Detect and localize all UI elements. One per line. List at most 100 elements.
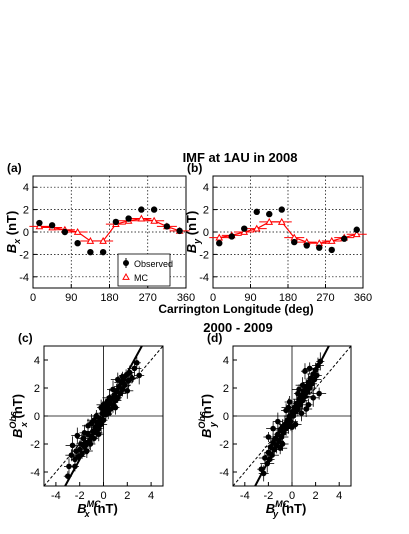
y-tick-label: 0 [23,227,29,239]
y-tick-label: 2 [203,205,209,217]
legend-observed-label: Observed [134,259,173,269]
y-tick-label: 2 [223,383,229,395]
scatter-point [266,456,273,463]
scatter-point [74,432,81,439]
scatter-point [136,372,142,379]
scatter-point [265,434,272,440]
observed-point [278,206,285,213]
scatter-point [277,445,284,452]
scatter-point [306,385,313,391]
y-label-symbol: B [184,244,199,253]
x-tick-label: 2 [313,490,319,502]
mc-marker [352,230,361,238]
scatter-point [258,466,265,473]
y-label-subscript: x [19,421,29,428]
y-tick-label: -4 [199,272,209,284]
scatter-point [84,448,90,454]
scatter-point [279,441,286,447]
scatter-point [317,358,324,365]
y-axis-label-a: Bx (nT) [4,211,22,254]
x-tick-label: 0 [289,490,295,502]
x-label-superscript: MC [87,499,101,509]
legend-mc-marker [122,272,130,280]
mc-marker [150,216,158,224]
scatter-point [295,406,301,412]
y-tick-label: 4 [34,355,40,367]
x-tick-label: -2 [75,490,85,502]
observed-point [328,246,335,254]
observed-point [112,218,120,226]
scatter-point [114,395,121,401]
scatter-point [100,417,107,424]
panel-label-b: (b) [187,161,202,175]
y-axis-label-d: BObsy (nT) [197,394,218,438]
scatter-point [275,418,281,425]
y-label-unit: (nT) [199,394,214,422]
mc-marker [86,236,95,244]
scatter-point [129,375,135,382]
x-label-unit: (nT) [90,501,118,516]
observed-point [216,240,223,247]
observed-point [241,225,248,232]
scatter-point [112,404,119,411]
scatter-point [270,425,276,432]
x-label-superscript: MC [275,499,289,509]
x-tick-label: -4 [51,490,61,502]
x-label-subscript: y [272,509,279,519]
y-tick-label: 0 [203,227,209,239]
y-label-superscript: Obs [197,411,207,429]
y-tick-label: -4 [19,272,29,284]
x-tick-label: -2 [264,490,274,502]
x-tick-label: 4 [148,490,154,502]
x-label-symbol: B [77,501,86,516]
scatter-point [316,390,322,397]
scatter-point [303,406,309,412]
mc-marker [277,217,286,225]
mc-marker [73,227,82,235]
observed-point [61,228,69,236]
y-tick-label: -4 [219,467,229,479]
scatter-point [264,460,271,467]
y-tick-label: -2 [219,439,229,451]
y-tick-label: 0 [223,411,229,423]
y-label-subscript: y [208,421,218,428]
observed-point [163,223,171,230]
scatter-point [117,390,123,397]
mc-marker [265,217,274,225]
x-label-symbol: B [266,501,275,516]
scatter-point [299,382,306,389]
scatter-point [289,424,295,431]
scatter-point [126,369,133,376]
scatter-point [315,362,321,369]
scatter-point [310,395,317,401]
observed-point [87,248,94,256]
y-label-unit: (nT) [4,211,19,239]
scatter-point [88,420,95,426]
y-tick-label: -2 [19,249,29,261]
y-tick-label: 4 [223,355,229,367]
mc-marker [327,236,336,244]
y-label-unit: (nT) [10,394,25,422]
observed-point [74,240,81,247]
y-tick-label: 2 [34,383,40,395]
y-label-subscript: x [12,238,22,245]
scatter-point [122,382,128,389]
observed-point [125,215,132,222]
x-tick-label: 180 [100,292,118,304]
x-tick-label: 4 [336,490,342,502]
scatter-point [286,399,293,405]
scatter-point [311,376,318,383]
x-tick-label: 0 [210,292,216,304]
y-tick-label: 4 [203,182,209,194]
observed-point [99,248,107,256]
y-label-symbol: B [199,429,214,438]
scatter-point [298,410,305,417]
scatter-point [106,395,113,401]
x-tick-label: 90 [65,292,77,304]
scatter-point [269,452,275,459]
scatter-point [95,431,102,438]
scatter-point [66,463,72,470]
top-x-axis-label: Carrington Longitude (deg) [158,302,313,316]
legend-observed-marker [123,260,129,266]
